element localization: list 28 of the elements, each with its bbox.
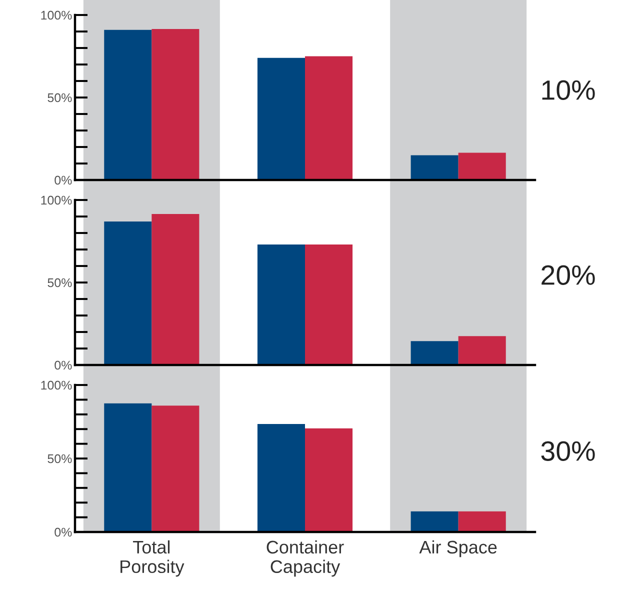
y-tick-label: 100% [41, 380, 72, 390]
bar [257, 244, 305, 365]
y-tick-label: 100% [41, 10, 72, 20]
y-tick-label: 0% [54, 360, 72, 370]
bar [410, 511, 458, 532]
bar [305, 56, 353, 180]
bar [458, 336, 506, 365]
bar [257, 58, 305, 180]
y-tick-label: 0% [54, 176, 72, 185]
text: 10% [542, 80, 595, 100]
bar [305, 244, 353, 365]
bar [410, 155, 458, 180]
y-tick-label: 0% [54, 528, 72, 537]
text: 20% [542, 265, 595, 285]
x-tick-label: Air Space [419, 540, 497, 558]
bar [458, 511, 506, 532]
y-tick-label: 50% [48, 454, 72, 464]
bar [458, 152, 506, 180]
y-tick-label: 100% [41, 196, 72, 205]
y-tick-label: 50% [48, 93, 72, 102]
x-tick-label: Total Porosity [120, 540, 184, 577]
bar [410, 341, 458, 365]
y-tick-label: 50% [48, 278, 72, 288]
bar [257, 424, 305, 532]
bar [305, 428, 353, 532]
bar [152, 406, 200, 532]
text: 30% [541, 441, 595, 461]
x-tick-label: Container Capacity [266, 540, 344, 577]
